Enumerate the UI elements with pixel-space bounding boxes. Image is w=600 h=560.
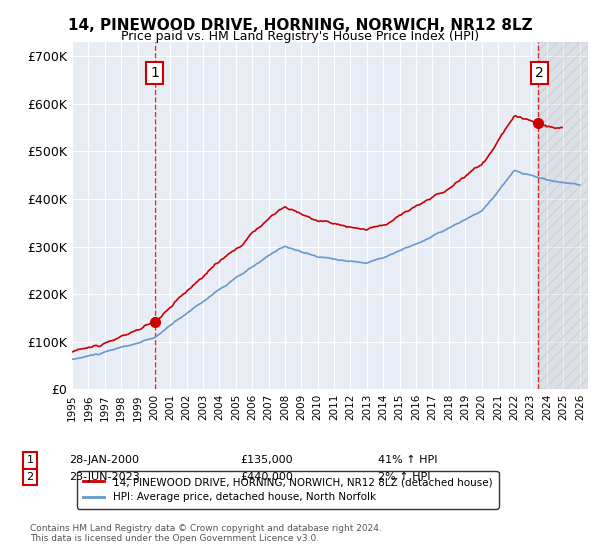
Text: 23-JUN-2023: 23-JUN-2023 — [69, 472, 140, 482]
Text: 2% ↑ HPI: 2% ↑ HPI — [378, 472, 431, 482]
Legend: 14, PINEWOOD DRIVE, HORNING, NORWICH, NR12 8LZ (detached house), HPI: Average pr: 14, PINEWOOD DRIVE, HORNING, NORWICH, NR… — [77, 471, 499, 508]
Bar — [538, 42, 588, 389]
Text: 1: 1 — [26, 455, 34, 465]
Text: £135,000: £135,000 — [240, 455, 293, 465]
Text: 14, PINEWOOD DRIVE, HORNING, NORWICH, NR12 8LZ: 14, PINEWOOD DRIVE, HORNING, NORWICH, NR… — [68, 18, 532, 33]
Text: 41% ↑ HPI: 41% ↑ HPI — [378, 455, 437, 465]
Text: Contains HM Land Registry data © Crown copyright and database right 2024.
This d: Contains HM Land Registry data © Crown c… — [30, 524, 382, 543]
Text: 1: 1 — [150, 66, 159, 80]
Text: 2: 2 — [26, 472, 34, 482]
Text: £440,000: £440,000 — [240, 472, 293, 482]
Text: 2: 2 — [535, 66, 544, 80]
Text: Price paid vs. HM Land Registry's House Price Index (HPI): Price paid vs. HM Land Registry's House … — [121, 30, 479, 43]
Text: 28-JAN-2000: 28-JAN-2000 — [69, 455, 139, 465]
